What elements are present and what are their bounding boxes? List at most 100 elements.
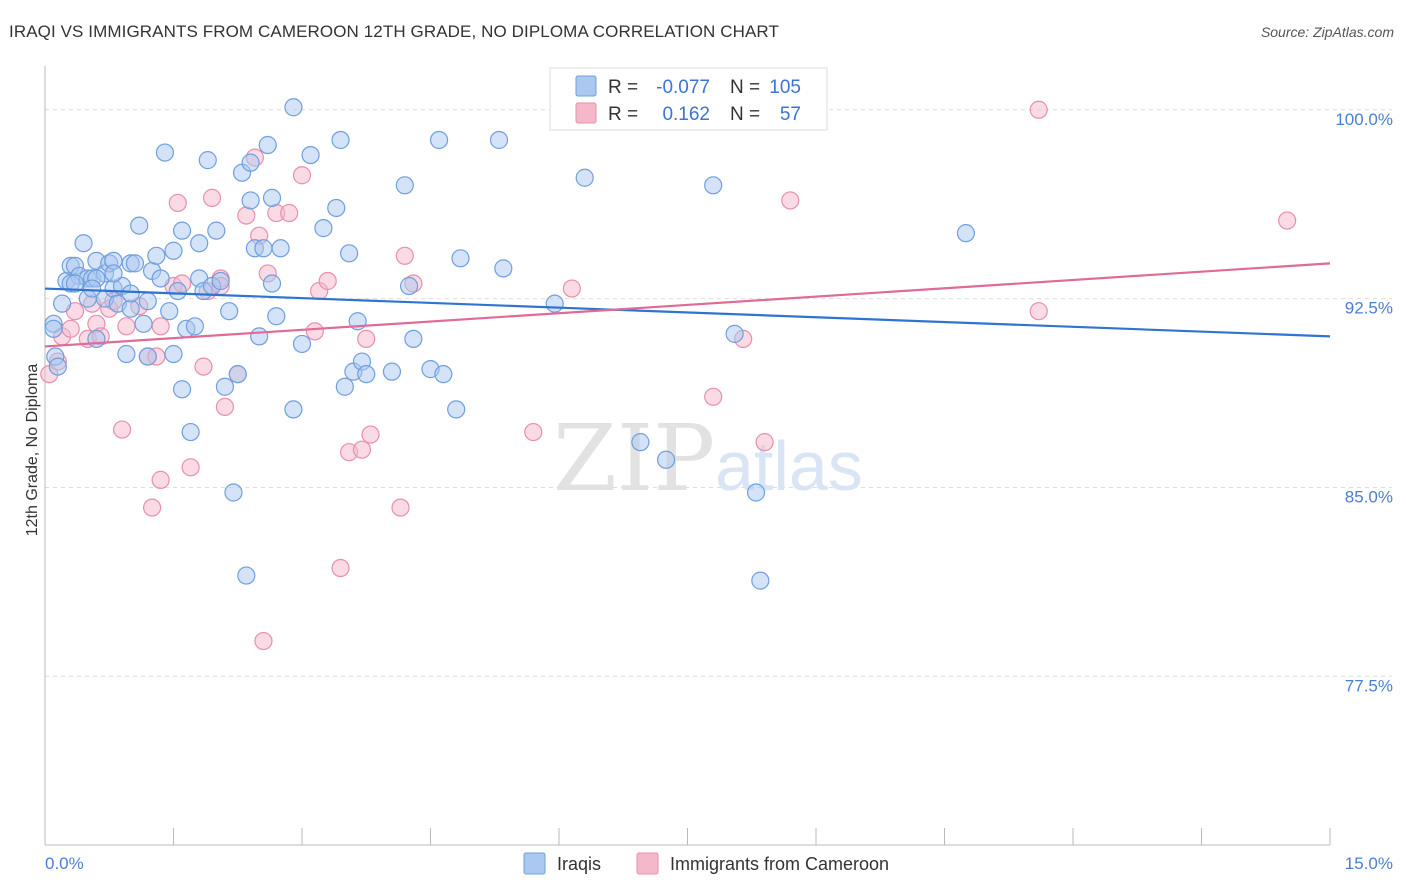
- iraqis-point: [262, 274, 282, 293]
- iraqis-point: [74, 234, 93, 253]
- axes: [44, 66, 1331, 846]
- iraqis-point: [254, 239, 273, 258]
- cameroon-point: [168, 193, 187, 213]
- iraqis-point: [44, 319, 63, 338]
- legend-bottom-swatch-cameroon: [636, 852, 659, 875]
- cameroon-point: [61, 319, 80, 338]
- cameroon-point: [1029, 100, 1048, 119]
- iraqis-point: [451, 249, 470, 268]
- iraqis-point: [258, 135, 277, 155]
- cameroon-point: [151, 470, 170, 490]
- gridlines: [45, 109, 1392, 677]
- trendlines: [44, 262, 1331, 348]
- legend-n-value-cameroon: 57: [780, 104, 801, 125]
- watermark-atlas: atlas: [715, 427, 863, 505]
- y-tick-label: 100.0%: [1335, 110, 1393, 129]
- cameroon-point: [202, 188, 222, 207]
- iraqis-point: [198, 151, 217, 170]
- iraqis-point: [241, 153, 260, 172]
- iraqis-point: [138, 292, 157, 311]
- iraqis-point: [434, 365, 453, 384]
- legend-n-label: N =: [730, 104, 760, 125]
- iraqis-point: [147, 246, 166, 265]
- iraqis-point: [181, 422, 200, 442]
- cameroon-point: [318, 271, 337, 291]
- legend-swatch-cameroon: [575, 102, 597, 124]
- y-axis-label: 12th Grade, No Diploma: [24, 364, 41, 537]
- cameroon-point: [524, 422, 543, 442]
- iraqis-point: [399, 276, 419, 296]
- iraqis-point: [331, 130, 350, 150]
- legend-r-value-cameroon: 0.162: [662, 104, 710, 125]
- cameroon-point: [704, 387, 723, 406]
- iraqis-point: [656, 450, 676, 469]
- legend-bottom-label-iraqis: Iraqis: [557, 854, 601, 874]
- iraqis-point: [155, 143, 175, 162]
- cameroon-point: [1029, 302, 1048, 321]
- iraqis-point: [575, 168, 594, 187]
- iraqis-point: [228, 365, 247, 384]
- cameroon-point: [117, 317, 136, 336]
- iraqis-point: [429, 130, 449, 150]
- iraqis-point: [185, 317, 205, 336]
- legend-n-label: N =: [730, 77, 760, 98]
- iraqis-point: [130, 216, 149, 235]
- iraqis-point: [631, 433, 650, 452]
- iraqis-point: [704, 176, 723, 195]
- iraqis-point: [327, 198, 346, 218]
- iraqis-point: [489, 130, 509, 150]
- iraqis-point: [65, 274, 85, 293]
- iraqis-point: [164, 241, 183, 260]
- iraqis-point: [284, 98, 303, 117]
- iraqis-point: [125, 254, 145, 273]
- trendline-iraqis: [44, 287, 1331, 338]
- cameroon-point: [562, 279, 581, 298]
- chart-source: Source: ZipAtlas.com: [1260, 24, 1394, 40]
- x-tick-label: 15.0%: [1345, 854, 1393, 873]
- cameroon-point: [395, 246, 414, 265]
- iraqis-point: [172, 380, 192, 399]
- y-tick-label: 85.0%: [1345, 487, 1393, 506]
- legend-bottom-swatch-iraqis: [523, 852, 546, 875]
- cameroon-point: [391, 498, 410, 517]
- cameroon-point: [357, 329, 376, 348]
- cameroon-point: [194, 357, 213, 376]
- iraqis-point: [357, 365, 376, 384]
- legend-top: R = -0.077 N = 105 R = 0.162 N = 57: [549, 67, 828, 131]
- x-tick-label: 0.0%: [45, 854, 84, 873]
- chart-title: IRAQI VS IMMIGRANTS FROM CAMEROON 12TH G…: [9, 22, 779, 41]
- iraqis-point: [53, 294, 72, 313]
- iraqis-point: [725, 324, 744, 343]
- iraqis-point: [746, 483, 766, 502]
- iraqis-point: [104, 264, 123, 283]
- iraqis-point: [314, 219, 333, 238]
- cameroon-point: [755, 433, 774, 452]
- cameroon-point: [352, 440, 372, 459]
- legend-swatch-iraqis: [575, 75, 597, 97]
- iraqis-point: [117, 344, 136, 364]
- cameroon-point: [280, 203, 299, 223]
- cameroon-point: [237, 206, 256, 225]
- cameroon-point: [292, 166, 312, 185]
- cameroon-point: [112, 420, 132, 439]
- iraqis-point: [494, 259, 513, 278]
- iraqis-point: [215, 377, 234, 396]
- legend-bottom-label-cameroon: Immigrants from Cameroon: [670, 854, 889, 874]
- iraqis-point: [340, 244, 359, 263]
- cameroon-point: [361, 425, 380, 444]
- iraqis-point: [241, 191, 260, 210]
- legend-bottom: Iraqis Immigrants from Cameroon: [523, 852, 889, 875]
- iraqis-point: [172, 221, 192, 240]
- iraqis-point: [284, 400, 303, 419]
- cameroon-point: [1278, 211, 1297, 230]
- y-tick-label: 92.5%: [1345, 299, 1393, 318]
- iraqis-point: [87, 329, 106, 348]
- iraqis-point: [164, 344, 183, 364]
- iraqis-point: [168, 281, 187, 301]
- y-tick-labels: 77.5% 85.0% 92.5% 100.0%: [1335, 110, 1393, 696]
- iraqis-point: [83, 279, 102, 298]
- cameroon-point: [181, 458, 200, 477]
- cameroon-point: [151, 317, 170, 336]
- iraqis-point: [160, 302, 179, 321]
- iraqis-point: [751, 571, 770, 590]
